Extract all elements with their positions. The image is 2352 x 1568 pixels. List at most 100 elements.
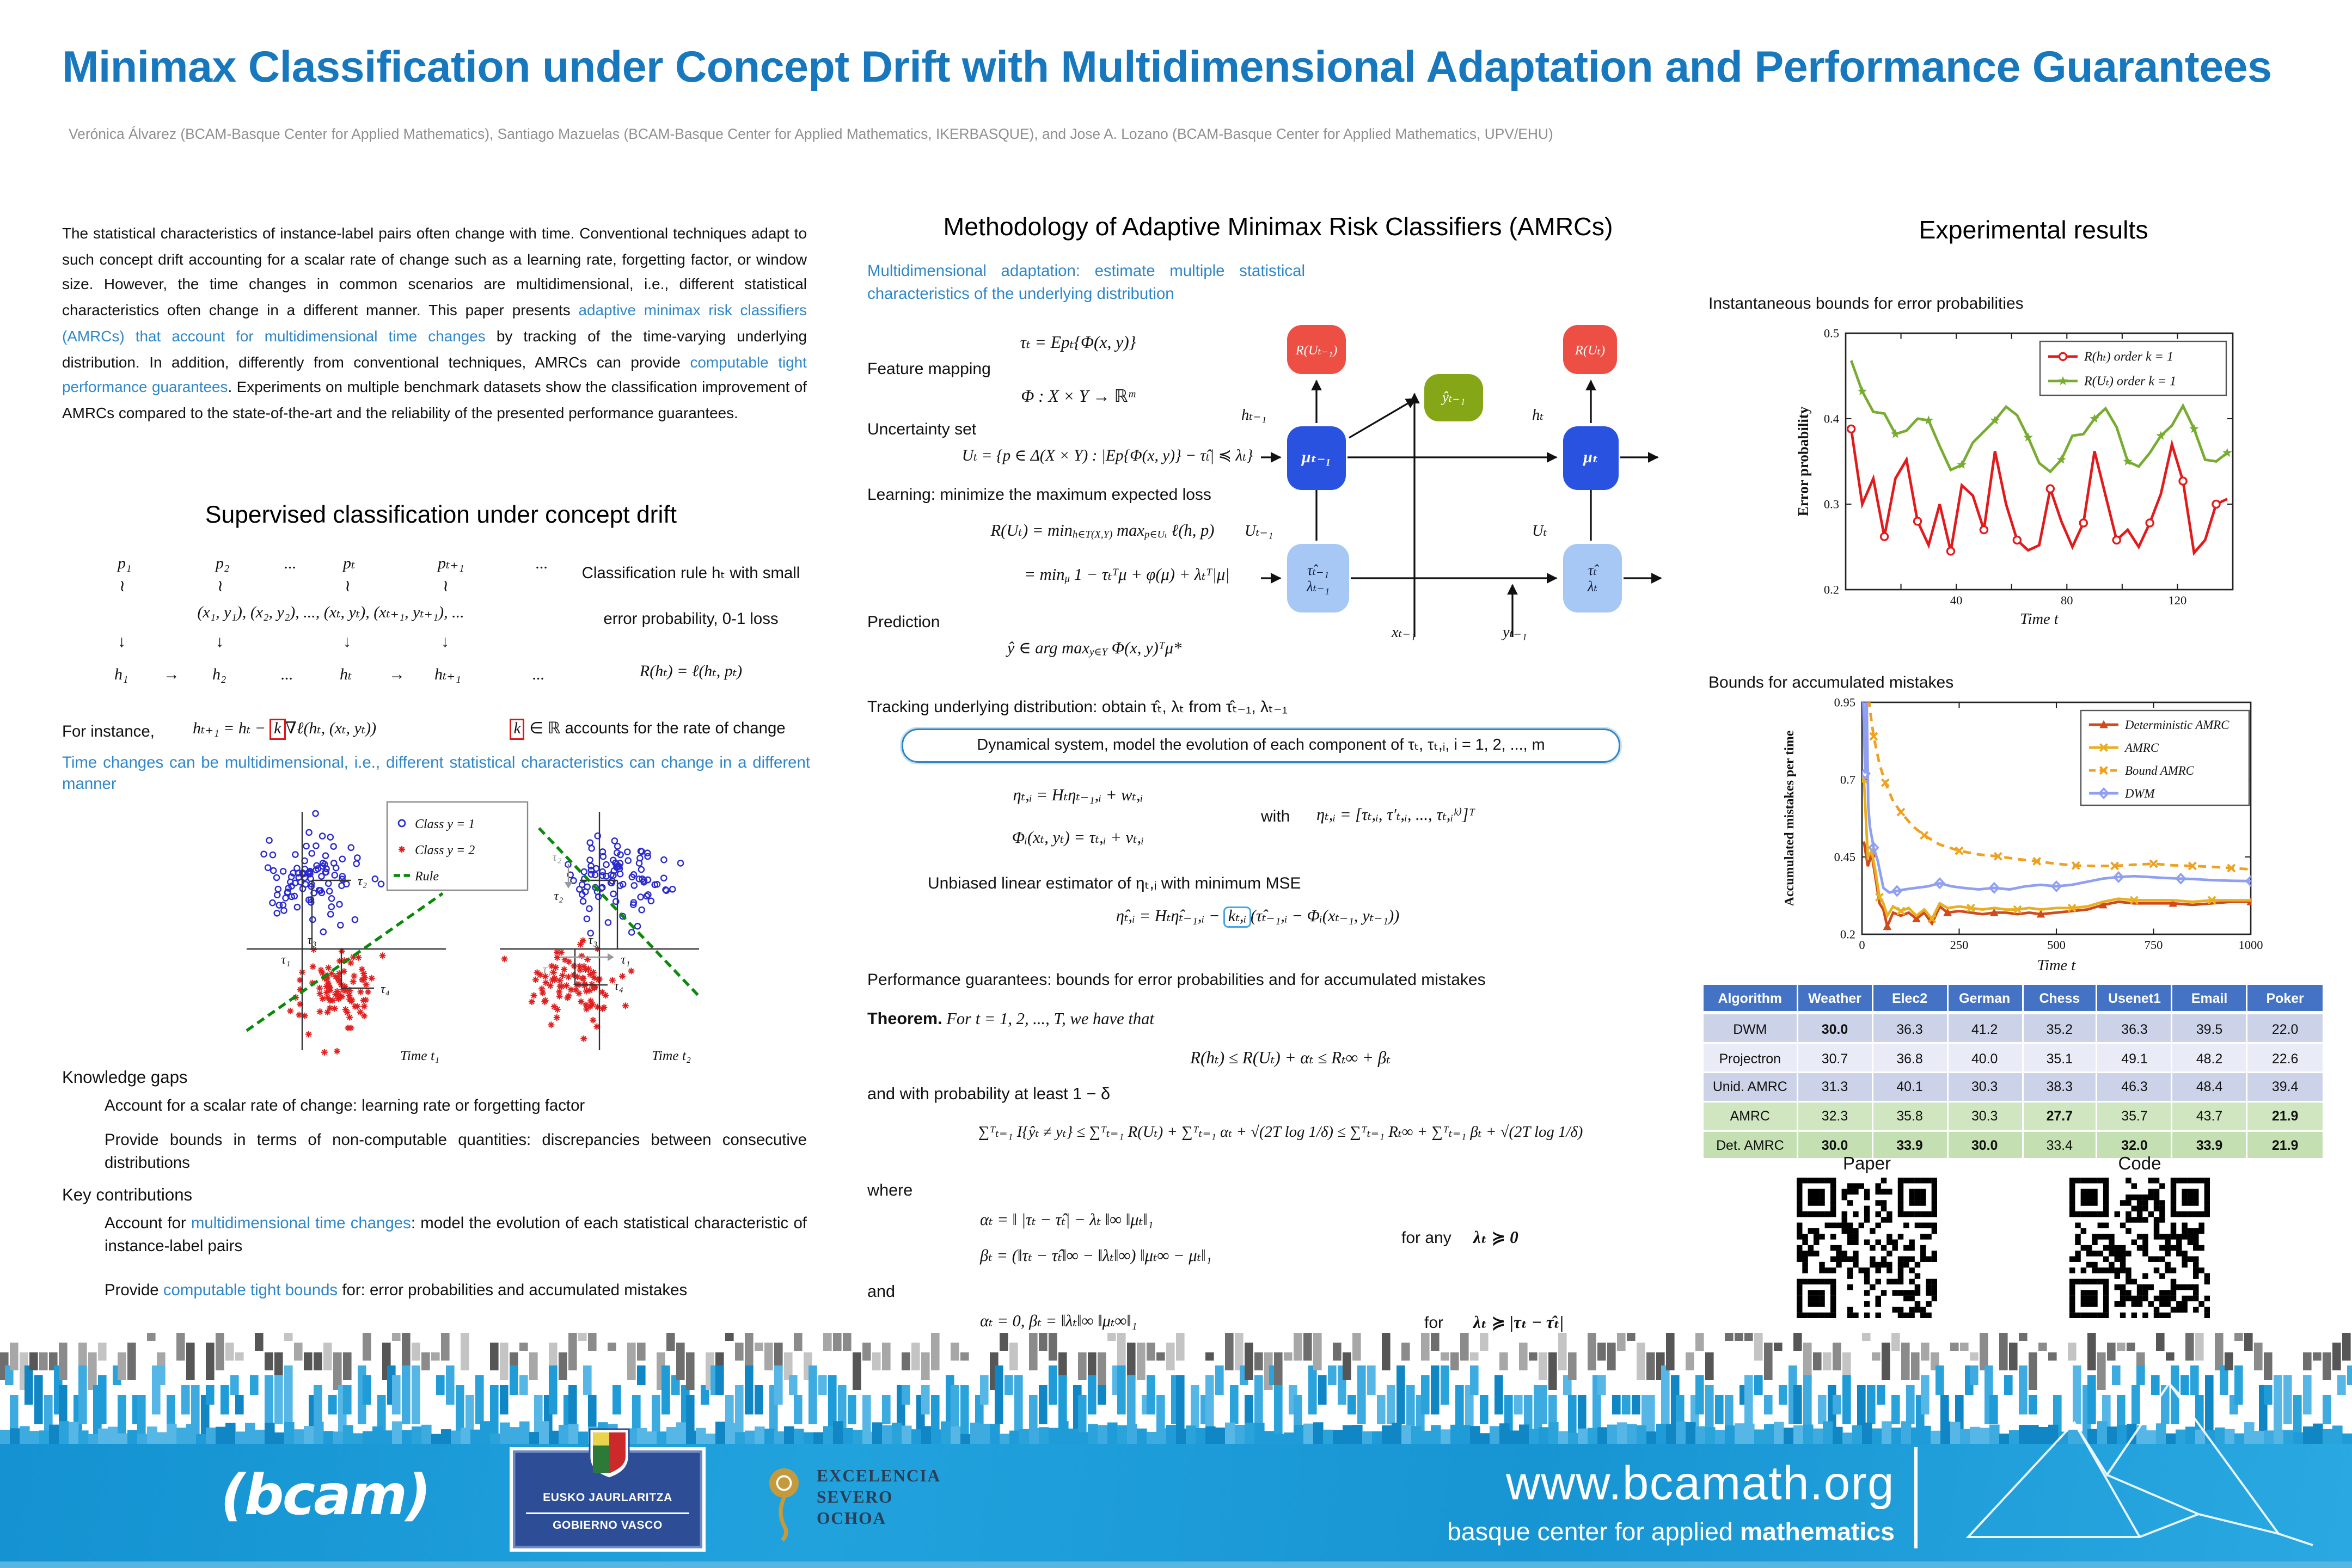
table-cell-value: 35.1 <box>2021 1042 2098 1073</box>
distributed-as-icon: ≀ <box>443 578 449 596</box>
forany-label: for any <box>1401 1230 1451 1248</box>
table-cell-value: 38.3 <box>2021 1071 2098 1102</box>
distributed-as-icon: ≀ <box>119 578 126 596</box>
theorem-word: Theorem. <box>867 1011 942 1029</box>
svg-text:τ₄: τ₄ <box>381 982 390 996</box>
paper-label: Paper <box>1842 1155 1891 1174</box>
abstract-text: The statistical characteristics of insta… <box>62 225 807 319</box>
svg-text:0.5: 0.5 <box>1824 327 1839 340</box>
where-label: where <box>867 1183 913 1200</box>
seo-line-2: SEVERO <box>817 1490 893 1508</box>
svg-text:Class y = 2: Class y = 2 <box>415 843 475 857</box>
gap-item-2: Provide bounds in terms of non-computabl… <box>105 1132 807 1172</box>
theorem-rest: For t = 1, 2, ..., T, we have that <box>942 1011 1154 1029</box>
diagram-box-yhat: ŷₜ₋₁ <box>1424 374 1483 421</box>
estimator-eq: η̂ₜ,ᵢ = Hₜη̂ₜ₋₁,ᵢ − kₜ,ᵢ (τ̂ₜ₋₁,ᵢ − Φᵢ(xₜ… <box>915 906 1601 928</box>
table-cell-value: 21.9 <box>2246 1100 2324 1131</box>
performance-guarantees-label: Performance guarantees: bounds for error… <box>867 972 1486 990</box>
svg-text:τ₄: τ₄ <box>614 979 623 993</box>
eta-vector-eq: ηₜ,ᵢ = [τₜ,ᵢ, τ′ₜ,ᵢ, ..., τₜ,ᵢᵏ⁾]ᵀ <box>1316 807 1475 825</box>
results-table: Algorithm Weather Elec2 German Chess Usenet1 E… <box>1702 983 2324 1160</box>
severo-ochoa-icon <box>769 1468 799 1542</box>
risk-eq-line1: R(Uₜ) = minh∈T(X,Y) maxp∈Uₜ ℓ(h, p) <box>882 523 1323 541</box>
svg-text:Bound AMRC: Bound AMRC <box>2125 764 2195 777</box>
seq-p2: p₂ <box>216 555 230 573</box>
rate-note-text: ∈ ℝ accounts for the rate of change <box>525 720 786 738</box>
estimator-label: Unbiased linear estimator of ηₜ,ᵢ with m… <box>928 875 1301 893</box>
table-header-cell: Chess <box>2021 983 2098 1015</box>
svg-text:Error probability: Error probability <box>1795 406 1811 516</box>
table-cell-value: 32.3 <box>1796 1100 1873 1131</box>
amrc-diagram-arrows <box>1261 379 1662 637</box>
contrib2-text: Provide <box>105 1282 163 1300</box>
svg-text:0.45: 0.45 <box>1834 850 1855 864</box>
theorem-eq: R(hₜ) ≤ R(Uₜ) + αₜ ≤ Rₜ∞ + βₜ <box>1190 1050 1391 1068</box>
gain-k-boxed: kₜ,ᵢ <box>1224 906 1251 928</box>
table-cell-value: 22.0 <box>2246 1012 2324 1044</box>
label-u-prev: Uₜ₋₁ <box>1245 524 1273 541</box>
risk1-post: ℓ(h, p) <box>1167 523 1215 541</box>
contrib2-text-2: for: error probabilities and accumulated… <box>338 1282 688 1300</box>
down-arrow-icon: ↓ <box>441 634 449 652</box>
table-cell-value: 35.2 <box>2021 1012 2098 1044</box>
phi-eq: Φ : X × Y → ℝᵐ <box>1021 389 1135 407</box>
table-row: Unid. AMRC 31.3 40.1 30.3 38.3 46.3 48.4 39.4 <box>1702 1071 2324 1102</box>
table-cell-value: 48.4 <box>2171 1071 2248 1102</box>
svg-text:1000: 1000 <box>2239 938 2263 952</box>
table-cell-value: 46.3 <box>2096 1071 2173 1102</box>
table-cell-value: 27.7 <box>2021 1100 2098 1131</box>
rule-note-1: Classification rule hₜ with small <box>581 565 800 583</box>
tau-prev: τ̂ₜ₋₁ <box>1307 561 1329 578</box>
svg-text:500: 500 <box>2047 938 2066 952</box>
contrib1-highlight: multidimensional time changes <box>191 1215 411 1233</box>
diagram-box-risk-cur: R(Uₜ) <box>1563 325 1617 374</box>
svg-text:0.95: 0.95 <box>1834 696 1855 709</box>
lam-cur: λₜ <box>1587 578 1598 595</box>
table-row: Projectron 30.7 36.8 40.0 35.1 49.1 48.2 22.6 <box>1702 1042 2324 1073</box>
table-cell-value: 33.4 <box>2021 1129 2098 1160</box>
bcamath-block: www.bcamath.org basque center for applie… <box>1241 1459 1895 1548</box>
svg-text:R(Uₜ) order k = 1: R(Uₜ) order k = 1 <box>2084 375 2176 389</box>
table-cell-value: 33.9 <box>1871 1129 1948 1160</box>
svg-text:0.3: 0.3 <box>1824 498 1839 511</box>
svg-text:0: 0 <box>1859 938 1865 952</box>
and-label: and <box>867 1284 895 1302</box>
tau-eq: τₜ = Epₜ{Φ(x, y)} <box>1020 335 1136 353</box>
accumulated-mistakes-chart: 0 250 500 750 1000 0.2 0.45 0.7 0.95 Time t Accumu… <box>1783 696 2263 975</box>
for-cond: λₜ ≽ |τₜ − τ̂ₜ| <box>1473 1315 1564 1333</box>
section-title-methodology: Methodology of Adaptive Minimax Risk Cla… <box>943 214 1613 242</box>
diagram-box-mu-prev: μₜ₋₁ <box>1287 426 1346 490</box>
authors-line: Verónica Álvarez (BCAM-Basque Center for… <box>69 126 1553 142</box>
diagram-box-uncertainty-cur: τ̂ₜ λₜ <box>1563 544 1622 612</box>
diagram-box-risk-prev: R(Uₜ₋₁) <box>1287 325 1346 374</box>
table-cell-value: 21.9 <box>2246 1129 2324 1160</box>
seq-h1: h₁ <box>114 666 128 684</box>
table-cell-value: 30.3 <box>1946 1100 2023 1131</box>
table-header-cell: Weather <box>1796 983 1873 1015</box>
alpha-eq: αₜ = ‖ |τₜ − τ̂ₜ| − λₜ ‖∞ ‖μₜ‖₁ <box>980 1212 1154 1230</box>
rate-k-boxed: k <box>270 719 285 740</box>
label-h-cur: hₜ <box>1532 408 1544 425</box>
gov-line-1: EUSKO JAURLARITZA <box>543 1493 672 1504</box>
risk1-mid: max <box>1112 523 1145 541</box>
svg-text:τ₂: τ₂ <box>358 874 367 889</box>
table-cell-value: 36.3 <box>2096 1012 2173 1044</box>
eta-eq-2: Φᵢ(xₜ, yₜ) = τₜ,ᵢ + vₜ,ᵢ <box>1012 830 1144 848</box>
table-cell-value: 30.0 <box>1796 1129 1873 1160</box>
alpha-zero-eq: αₜ = 0, βₜ = ‖λₜ‖∞ ‖μₜ∞‖₁ <box>980 1313 1137 1331</box>
est-pre: η̂ₜ,ᵢ = Hₜη̂ₜ₋₁,ᵢ − <box>1116 908 1224 926</box>
tagline-normal: basque center for applied <box>1447 1519 1740 1547</box>
svg-text:Class y = 1: Class y = 1 <box>415 817 475 831</box>
table-cell-value: 35.7 <box>2096 1100 2173 1131</box>
svg-text:250: 250 <box>1950 938 1969 952</box>
svg-text:τ₂: τ₂ <box>553 850 562 864</box>
table-cell-value: 30.0 <box>1946 1129 2023 1160</box>
distributed-as-icon: ≀ <box>217 578 224 596</box>
prediction-label: Prediction <box>867 614 940 632</box>
table-header-cell: Email <box>2171 983 2248 1015</box>
bcamath-url: www.bcamath.org <box>1506 1459 1895 1511</box>
seq-pt: pₜ <box>343 555 356 573</box>
label-h-prev: hₜ₋₁ <box>1241 408 1267 425</box>
svg-text:0.4: 0.4 <box>1824 412 1839 426</box>
table-cell-algorithm: Projectron <box>1702 1042 1798 1073</box>
